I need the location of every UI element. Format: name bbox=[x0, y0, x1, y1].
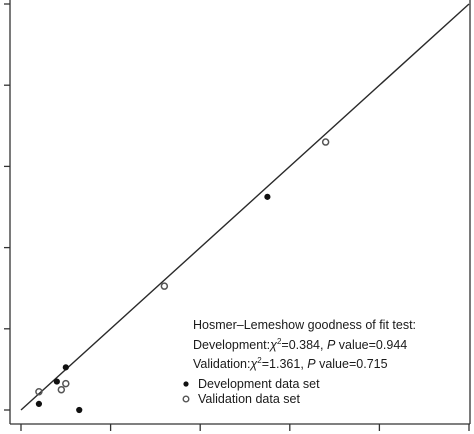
annotation-development: Development:χ2=0.384, P value=0.944 bbox=[193, 334, 416, 354]
development-point-3 bbox=[76, 406, 83, 414]
development-point-4 bbox=[264, 193, 271, 200]
dev-p-value: value=0.944 bbox=[335, 337, 408, 352]
legend-item-development: Development data set bbox=[179, 376, 320, 391]
val-value: =1.361, bbox=[261, 357, 308, 372]
development-point-1 bbox=[53, 378, 60, 385]
val-sup: 2 bbox=[257, 356, 262, 366]
open-circle-icon bbox=[182, 394, 190, 402]
annotation-heading: Hosmer–Lemeshow goodness of fit test: bbox=[193, 318, 417, 332]
validation-point-4 bbox=[321, 138, 330, 146]
legend-label-validation: Validation data set bbox=[198, 391, 300, 406]
val-p: P bbox=[307, 357, 316, 372]
val-chi: χ bbox=[250, 357, 258, 372]
dev-prefix: Development: bbox=[193, 337, 271, 352]
hosmer-lemeshow-annotation: Hosmer–Lemeshow goodness of fit test: De… bbox=[193, 318, 416, 373]
chart-legend: Development data set Validation data set bbox=[179, 376, 320, 406]
development-point-0 bbox=[35, 400, 43, 408]
reference-line bbox=[20, 3, 470, 411]
data-points bbox=[35, 138, 330, 414]
val-p-value: value=0.715 bbox=[315, 357, 388, 372]
dev-chi: χ bbox=[270, 337, 277, 352]
validation-point-2 bbox=[62, 379, 70, 388]
validation-point-3 bbox=[160, 282, 169, 290]
reference-line-group bbox=[20, 3, 470, 411]
dev-sup: 2 bbox=[276, 336, 282, 346]
val-prefix: Validation: bbox=[193, 357, 251, 372]
annotation-validation: Validation:χ2=1.361, P value=0.715 bbox=[193, 353, 416, 373]
plot-axes bbox=[4, 0, 471, 431]
validation-point-1 bbox=[57, 385, 66, 394]
dev-p: P bbox=[326, 337, 336, 352]
filled-circle-icon bbox=[183, 380, 189, 387]
legend-item-validation: Validation data set bbox=[179, 391, 320, 406]
legend-label-development: Development data set bbox=[198, 376, 320, 391]
dev-value: =0.384, bbox=[281, 337, 327, 352]
validation-point-0 bbox=[35, 387, 43, 396]
development-point-2 bbox=[62, 364, 69, 371]
